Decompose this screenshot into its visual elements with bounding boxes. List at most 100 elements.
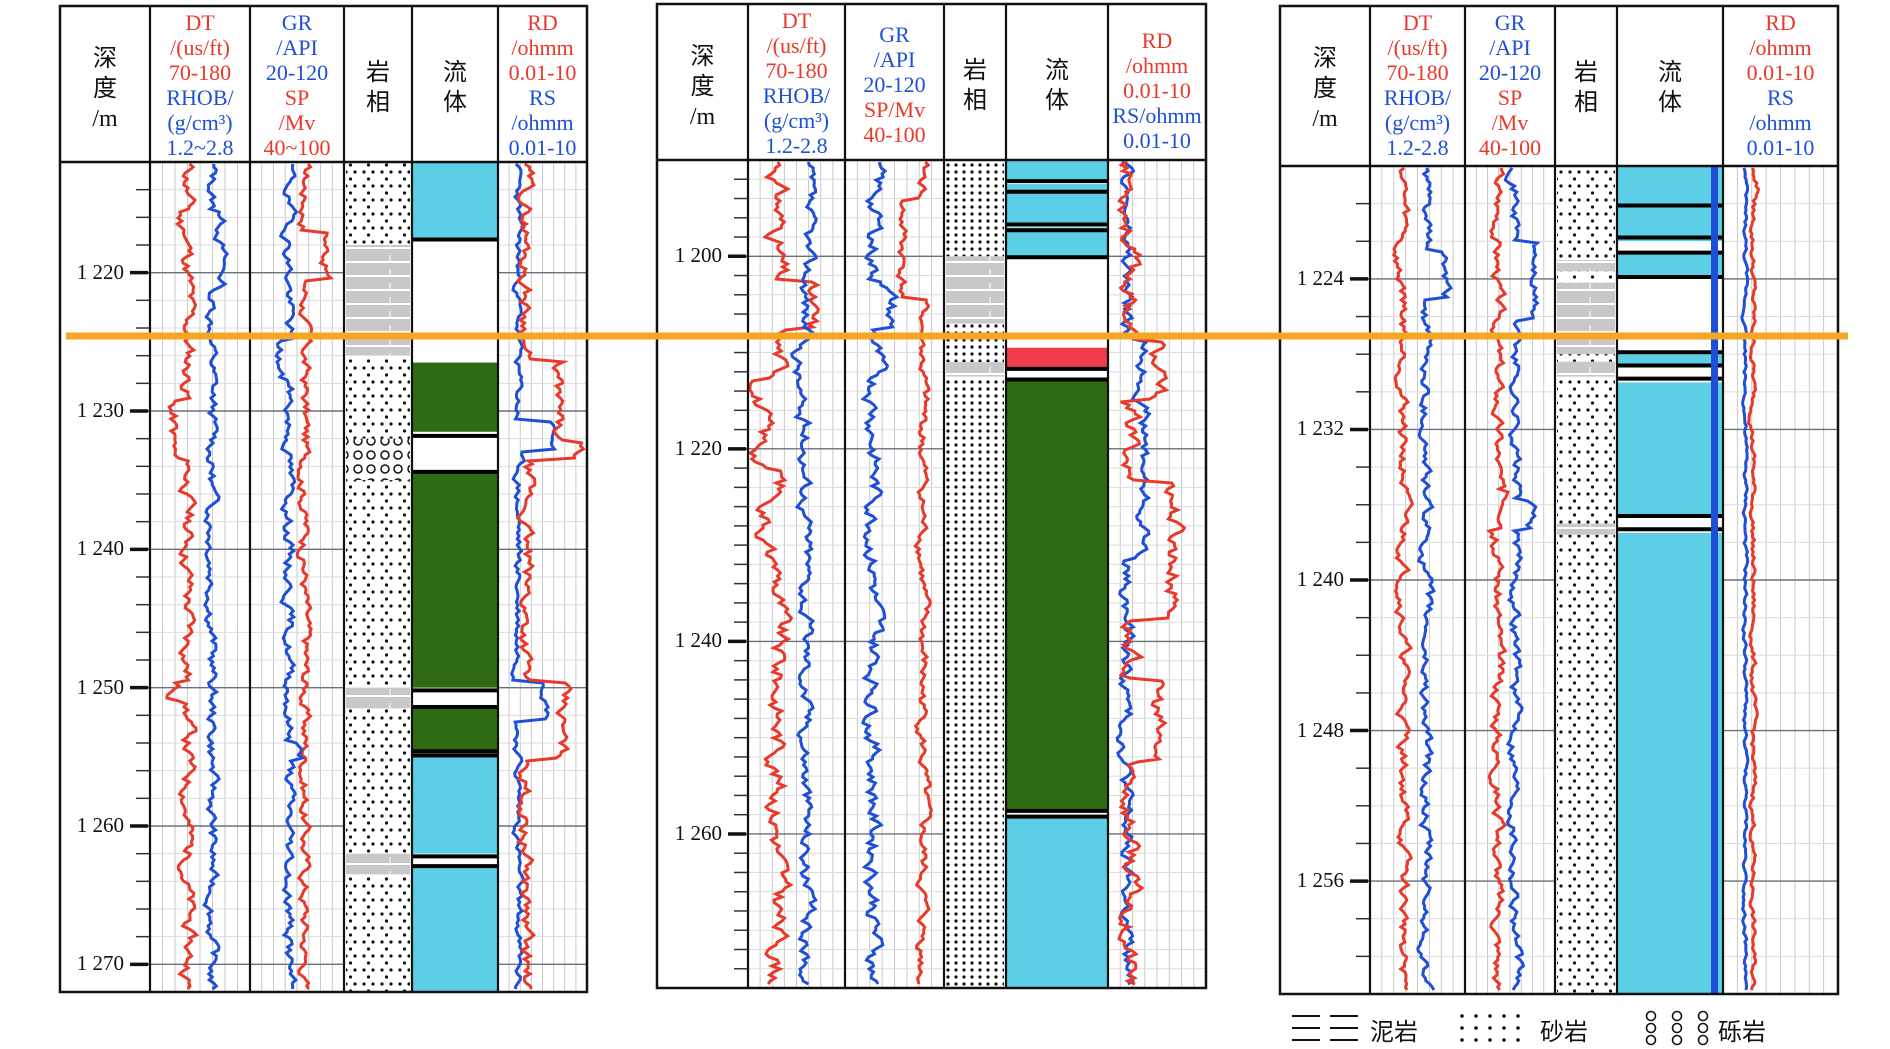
fluid-water-0 [1618,166,1722,204]
header-rs-line: RS [529,85,556,110]
well-panel-2 [655,2,1208,990]
sp-curve [295,163,335,990]
rd-curve [1746,167,1760,991]
depth-label: 1 270 [76,951,124,976]
header-dt-line: DT [781,8,812,33]
header-dt-line: 70-180 [168,60,232,85]
fluid-water-1 [1007,184,1107,194]
dt-curve [747,161,821,985]
depth-label: 1 248 [1296,717,1344,742]
header-rhob-line: 1.2-2.8 [1386,135,1449,160]
header-sp-line: SP/Mv [863,97,926,122]
rhob-curve [789,161,819,986]
sp-curve [895,160,934,985]
lithology-sand-8 [346,874,410,992]
header-depth-line: 深 [1313,46,1337,72]
header-rd-line: 0.01-10 [1746,60,1815,85]
header-litho-line: 相 [366,90,390,116]
depth-label: 1 232 [1296,416,1344,441]
header-fluid-line: 体 [443,90,467,116]
well-panel-1 [58,4,589,994]
fluid-water-8 [1007,814,1107,988]
header-dt: DT/(us/ft) 70-180 RHOB/(g/cm³) 1.2~2.8 [150,10,250,160]
header-depth: 深度/m [1280,44,1370,134]
header-rs-line: /ohmm [1749,110,1812,135]
lithology-sand-8 [1557,534,1615,994]
lithology-sand-4 [946,376,1004,988]
header-litho-line: 相 [1574,90,1598,116]
header-fluid: 流体 [1006,56,1108,116]
lithology-sand-2 [1557,271,1615,283]
header-rhob-line: (g/cm³) [763,108,830,133]
lithology-sand-2 [346,355,410,439]
header-rd-line: /ohmm [1125,53,1189,78]
header-gr-line: GR [281,10,313,35]
header-dt: DT/(us/ft) 70-180 RHOB/(g/cm³) 1.2-2.8 [1370,10,1465,160]
header-gr-line: 20-120 [863,72,926,97]
fluid-none-6 [1007,371,1107,382]
header-rs-line: /ohmm [511,110,574,135]
header-litho-line: 岩 [963,58,987,84]
rhob-curve [1416,167,1453,991]
lithology-sand-2 [946,323,1004,363]
fluid-water-9 [1618,532,1722,994]
legend-label-sand: 砂岩 [1540,1018,1588,1046]
header-sp-line: SP [284,85,310,110]
depth-label: 1 260 [76,813,124,837]
header-gr-line: GR [1494,10,1526,35]
header-depth-line: 度 [690,74,715,100]
header-rhob-line: RHOB/ [762,83,831,108]
header-depth-line: /m [1312,106,1338,132]
header-dt-line: DT [1402,10,1433,35]
lithology-sand-4 [1557,354,1615,362]
header-gr-line: /API [873,47,916,72]
header-rd: RD/ohmm 0.01-10 RS/ohmm 0.01-10 [1108,28,1206,153]
header-rs-line: 0.01-10 [1123,128,1191,153]
depth-label: 1 240 [674,628,722,653]
rhob-curve [202,163,230,991]
header-rd-line: 0.01-10 [508,60,577,85]
header-rd: RD/ohmm 0.01-10 RS/ohmm 0.01-10 [498,10,587,160]
header-rhob-line: 1.2-2.8 [765,133,828,158]
lithology-sand-0 [946,160,1004,257]
header-dt-line: /(us/ft) [1387,35,1448,60]
depth-label: 1 224 [1296,265,1344,290]
fluid-water-2 [1007,193,1107,223]
depth-label: 1 220 [674,435,722,460]
lithology-mud-5 [1557,361,1615,377]
header-rd-line: 0.01-10 [1123,78,1191,103]
header-rs-line: RS/ohmm [1112,103,1202,128]
depth-label: 1 200 [674,243,722,268]
header-rhob-line: 1.2~2.8 [166,135,234,160]
lithology-mud-1 [1557,260,1615,272]
header-sp-line: /Mv [1491,110,1529,135]
depth-label: 1 250 [76,674,124,699]
lithology-gravel-3 [346,438,410,481]
fluid-oil-6 [413,708,497,750]
fluid-water-9 [413,867,497,992]
header-sp-line: 40-100 [863,122,926,147]
legend-symbol-sand [1460,1014,1520,1042]
header-rhob-line: RHOB/ [166,85,234,110]
gr-curve [1503,167,1541,991]
depth-label: 1 260 [674,820,722,845]
gr-curve [274,163,306,989]
fluid-oil-7 [1007,381,1107,810]
sp-curve [1486,167,1510,991]
header-fluid-line: 流 [1658,60,1682,86]
fluid-water-3 [1618,252,1722,276]
fluid-gas-5 [1007,347,1107,367]
header-sp-line: /Mv [278,110,316,135]
legend [1292,1010,1709,1046]
dt-curve [1391,166,1415,991]
header-depth-line: /m [92,106,118,132]
fluid-edge-bar [1711,166,1718,994]
header-rs-line: 0.01-10 [1746,135,1815,160]
header-dt-line: 70-180 [765,58,828,83]
header-litho-line: 岩 [366,60,390,86]
fluid-none-8 [413,860,497,868]
rd-curve [515,162,586,990]
depth-label: 1 240 [1296,567,1344,591]
lithology-mud-3 [1557,282,1615,355]
